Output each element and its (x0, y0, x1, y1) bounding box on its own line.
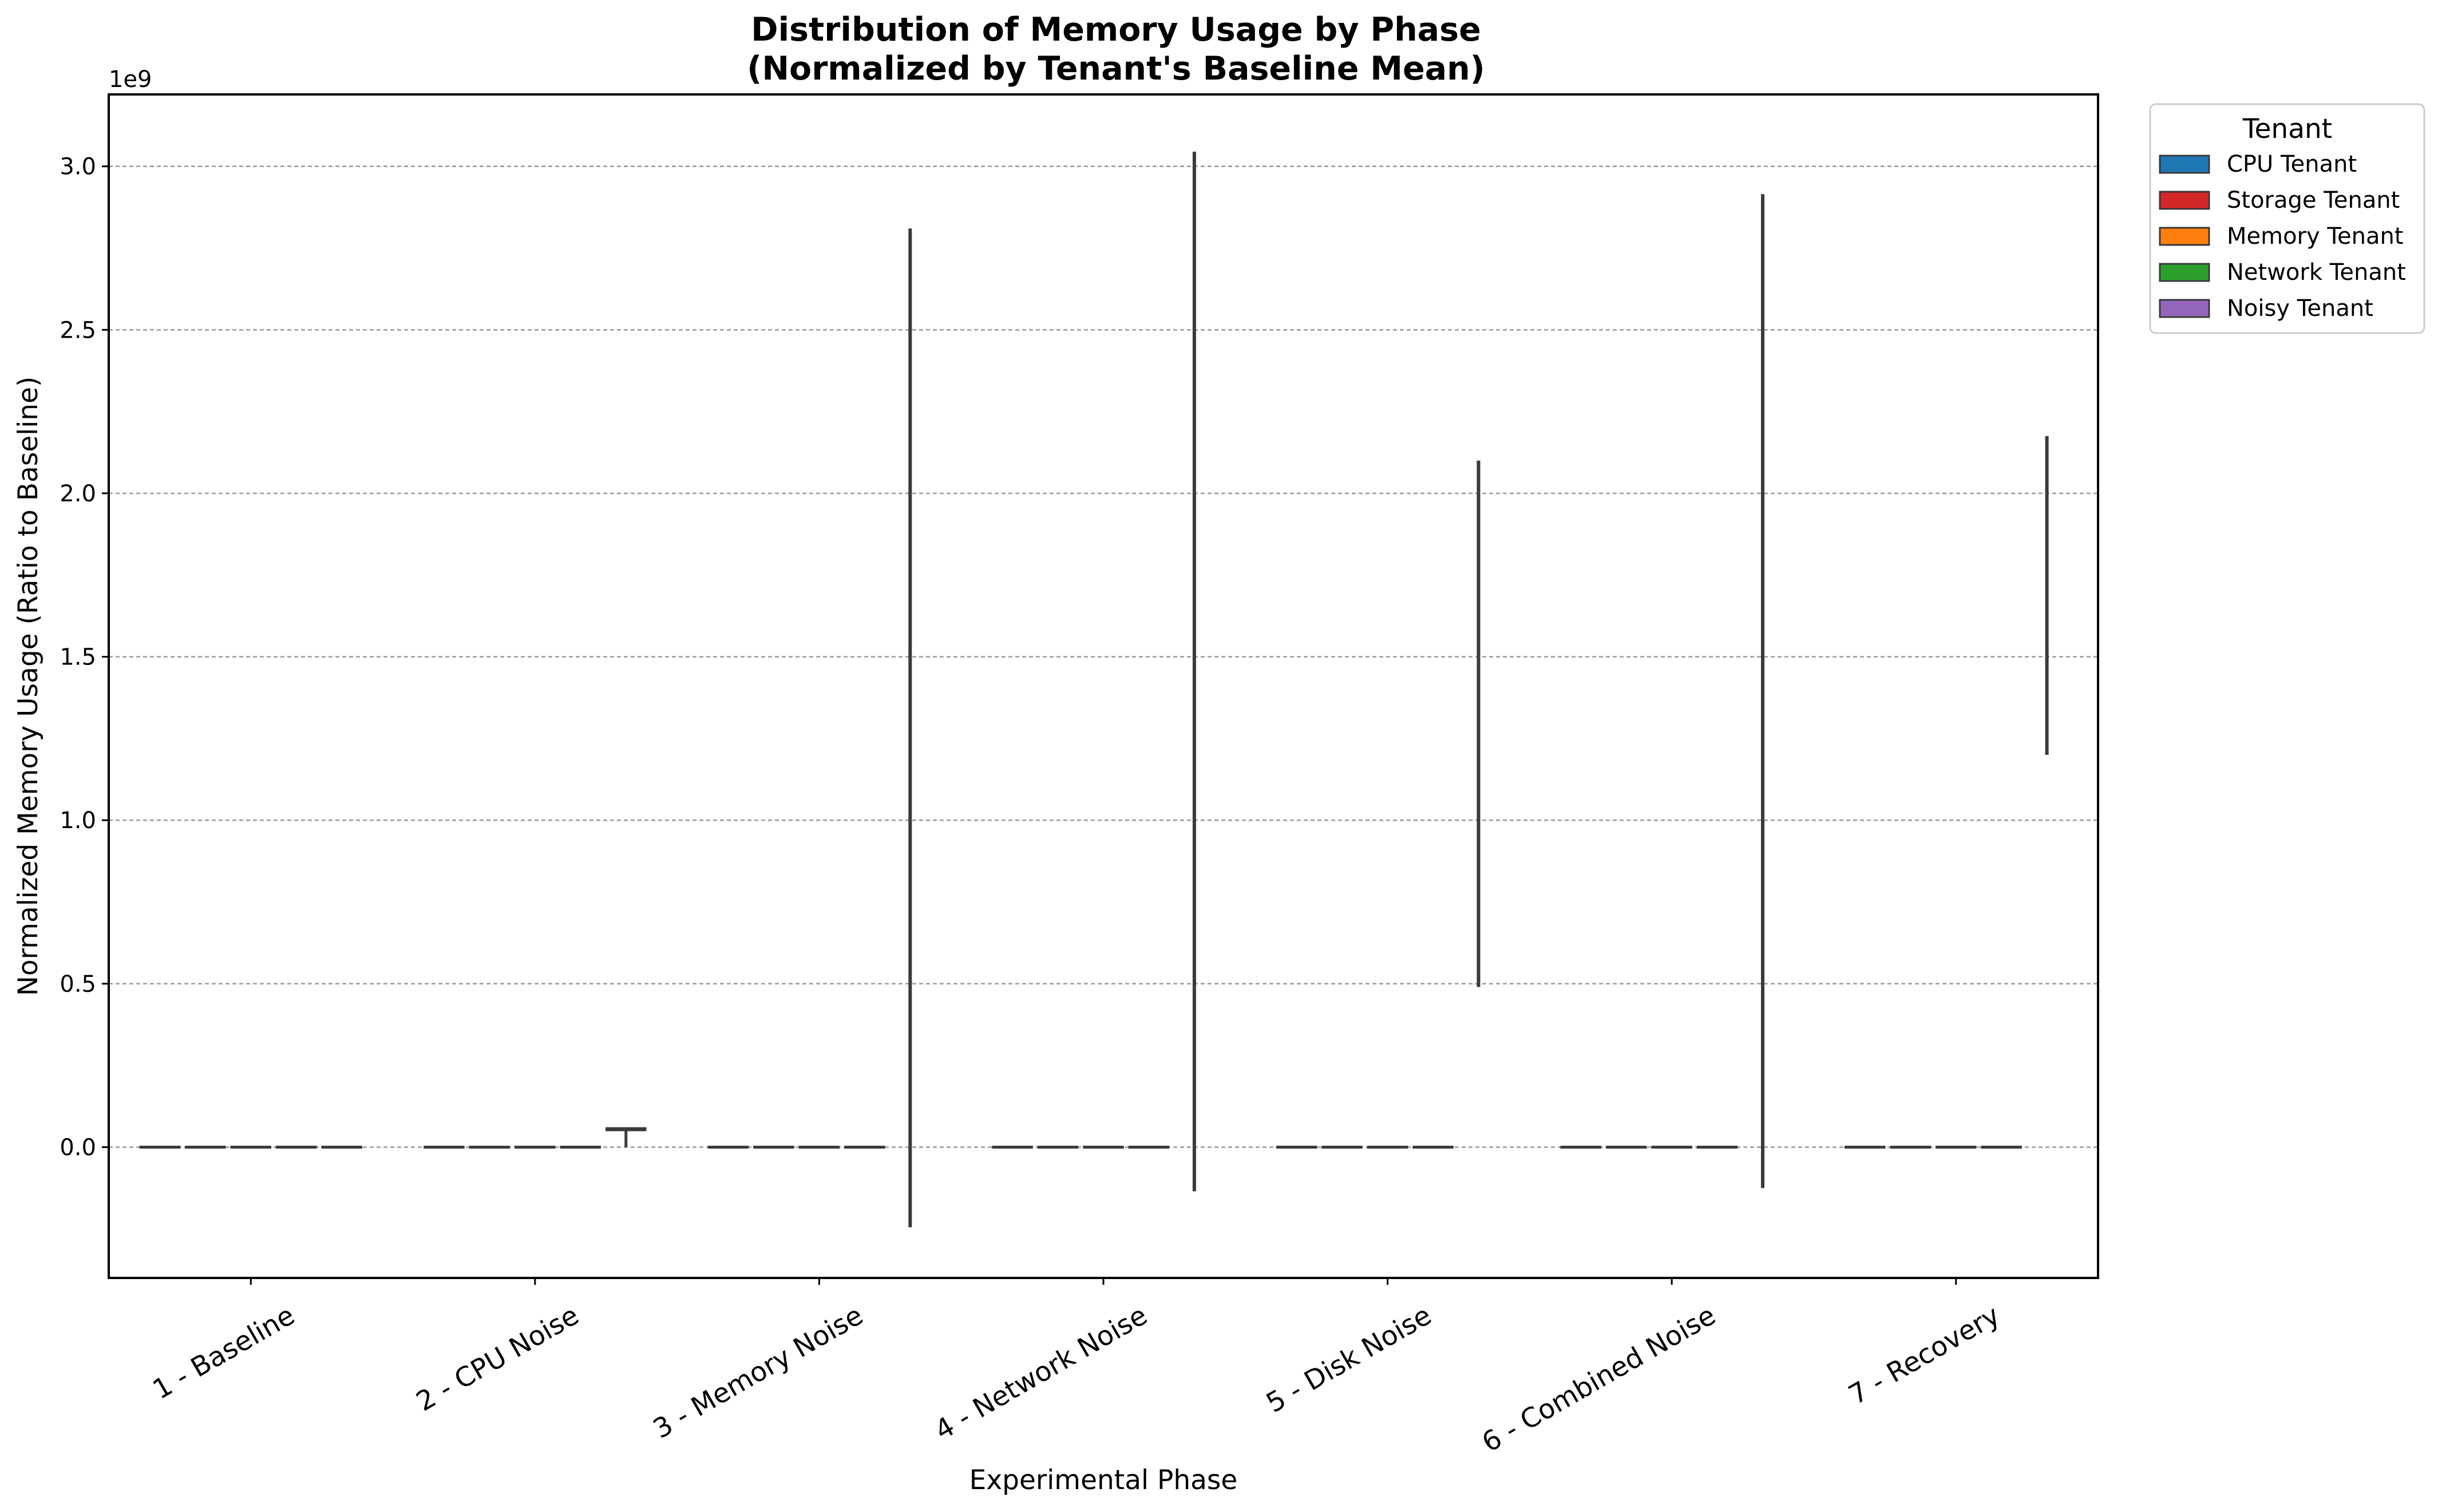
legend-swatch (2159, 155, 2210, 174)
x-axis-label: Experimental Phase (969, 1464, 1238, 1496)
y-axis-offset-label: 1e9 (109, 66, 152, 93)
chart-title-line-2: (Normalized by Tenant's Baseline Mean) (747, 50, 1485, 88)
y-tick-label: 1.0 (60, 808, 96, 834)
y-tick-label: 0.5 (60, 971, 96, 998)
legend-label: CPU Tenant (2227, 151, 2357, 177)
legend-entries: CPU Tenant Storage Tenant Memory Tenant Net… (2159, 151, 2406, 322)
legend-label: Network Tenant (2227, 259, 2406, 286)
legend-label: Storage Tenant (2227, 187, 2400, 213)
legend-swatch (2159, 227, 2210, 246)
legend-frame (2149, 103, 2425, 334)
y-tick-label: 1.5 (60, 644, 96, 671)
legend-label: Memory Tenant (2227, 223, 2404, 250)
y-tick-label: 2.0 (60, 481, 96, 507)
violin-plots (139, 151, 2049, 1228)
legend: Tenant CPU Tenant Storage Tenant Memory Te… (2149, 103, 2425, 334)
legend-title: Tenant (2242, 113, 2332, 145)
y-tick-label: 2.5 (60, 317, 96, 343)
chart-title-line-1: Distribution of Memory Usage by Phase (751, 11, 1481, 49)
legend-swatch (2159, 191, 2210, 210)
y-tick-label: 3.0 (60, 154, 96, 180)
y-axis-ticks: 0.0 0.5 1.0 1.5 2.0 2.5 3.0 (60, 154, 109, 1161)
legend-label: Noisy Tenant (2227, 295, 2373, 322)
grid-lines (109, 165, 2098, 1148)
y-axis-label: Normalized Memory Usage (Ratio to Baseli… (13, 377, 44, 996)
legend-swatch (2159, 263, 2210, 282)
legend-swatch (2159, 299, 2210, 318)
y-tick-label: 0.0 (60, 1134, 96, 1161)
